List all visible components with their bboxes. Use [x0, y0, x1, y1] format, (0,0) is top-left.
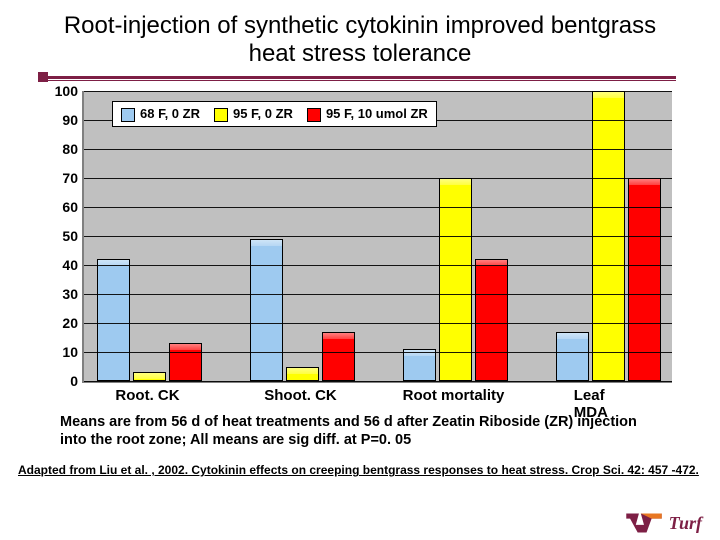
legend-label: 95 F, 0 ZR	[233, 106, 293, 121]
legend-label: 95 F, 10 umol ZR	[326, 106, 428, 121]
legend-item: 68 F, 0 ZR	[121, 106, 200, 122]
gridline	[84, 294, 672, 295]
y-tick-label: 100	[55, 83, 84, 99]
bar	[250, 239, 283, 381]
y-tick-label: 90	[62, 112, 84, 128]
gridline	[84, 207, 672, 208]
bar	[169, 343, 202, 381]
gridline	[84, 323, 672, 324]
bar	[322, 332, 355, 381]
gridline	[84, 236, 672, 237]
y-tick-label: 70	[62, 170, 84, 186]
bar	[475, 259, 508, 381]
bar	[97, 259, 130, 381]
y-tick-label: 10	[62, 344, 84, 360]
bar	[286, 367, 319, 382]
bar	[556, 332, 589, 381]
plot-area: 010203040506070809010068 F, 0 ZR95 F, 0 …	[82, 91, 672, 383]
x-tick-label: Leaf MDA	[574, 387, 640, 421]
legend-item: 95 F, 10 umol ZR	[307, 106, 428, 122]
x-tick-label: Root. CK	[115, 387, 179, 404]
citation: Adapted from Liu et al. , 2002. Cytokini…	[18, 463, 702, 477]
bar	[403, 349, 436, 381]
y-tick-label: 30	[62, 286, 84, 302]
y-tick-label: 50	[62, 228, 84, 244]
gridline	[84, 91, 672, 92]
y-tick-label: 60	[62, 199, 84, 215]
turf-label: Turf	[669, 513, 702, 534]
legend-swatch	[121, 108, 135, 122]
vt-logo-icon	[625, 512, 663, 534]
x-tick-label: Root mortality	[403, 387, 505, 404]
legend-swatch	[307, 108, 321, 122]
title-bullet	[38, 72, 48, 82]
gridline	[84, 352, 672, 353]
x-axis-labels: Root. CKShoot. CKRoot mortalityLeaf MDA	[82, 383, 672, 405]
bar	[628, 178, 661, 381]
page-title: Root-injection of synthetic cytokinin im…	[0, 0, 720, 72]
gridline	[84, 381, 672, 382]
legend: 68 F, 0 ZR 95 F, 0 ZR 95 F, 10 umol ZR	[112, 101, 437, 127]
bar	[133, 372, 166, 381]
title-rule	[44, 76, 676, 81]
gridline	[84, 265, 672, 266]
legend-item: 95 F, 0 ZR	[214, 106, 293, 122]
chart-caption: Means are from 56 d of heat treatments a…	[60, 413, 660, 449]
y-tick-label: 20	[62, 315, 84, 331]
gridline	[84, 149, 672, 150]
legend-label: 68 F, 0 ZR	[140, 106, 200, 121]
y-tick-label: 80	[62, 141, 84, 157]
footer-logo: Turf	[625, 512, 702, 534]
bar	[439, 178, 472, 381]
gridline	[84, 178, 672, 179]
y-tick-label: 40	[62, 257, 84, 273]
legend-swatch	[214, 108, 228, 122]
chart: 010203040506070809010068 F, 0 ZR95 F, 0 …	[48, 91, 672, 405]
x-tick-label: Shoot. CK	[264, 387, 337, 404]
